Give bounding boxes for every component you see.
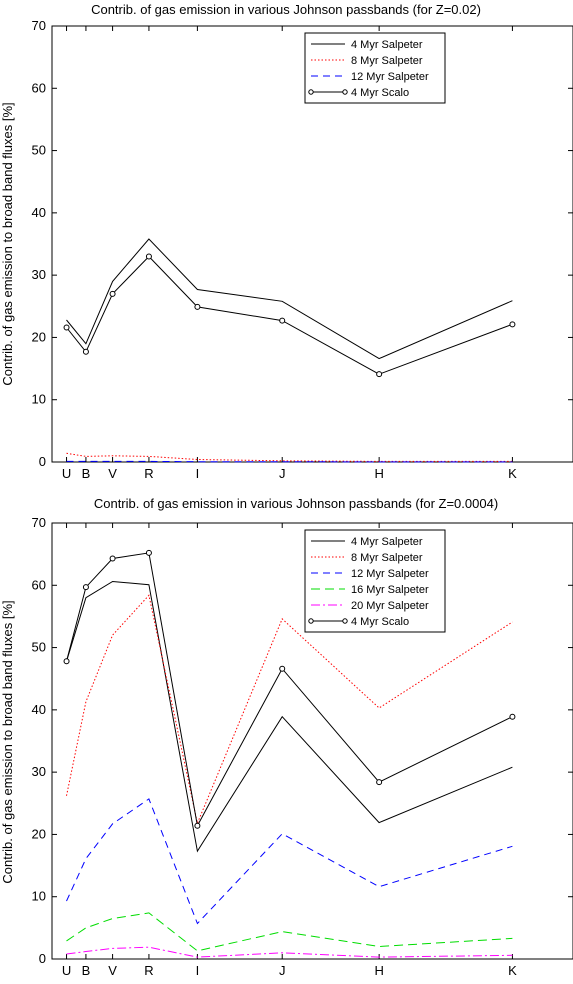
y-tick-label: 0	[39, 951, 46, 966]
x-tick-label-b: B	[82, 466, 91, 481]
chart-bottom-z00004: Contrib. of gas emission in various John…	[0, 496, 573, 978]
series-line-20-myr-salpeter	[66, 946, 513, 958]
x-tick-label-j: J	[279, 466, 286, 481]
legend: 4 Myr Salpeter 8 Myr Salpeter 12 Myr Salpe…	[304, 32, 446, 104]
legend-box	[304, 32, 446, 104]
y-tick-label: 70	[32, 515, 46, 530]
series-point-4-myr-scalo	[279, 665, 286, 672]
legend-label-4-myr-salpeter: 4 Myr Salpeter	[351, 39, 423, 51]
legend-label-4-myr-scalo: 4 Myr Scalo	[351, 87, 409, 99]
legend-marker	[308, 89, 314, 95]
x-tick-label-k: K	[508, 466, 517, 481]
series-point-4-myr-scalo	[376, 779, 383, 786]
x-tick-label-u: U	[62, 963, 71, 978]
series-point-4-myr-scalo	[109, 555, 116, 562]
x-tick-label-r: R	[144, 466, 153, 481]
y-tick-label: 50	[32, 143, 46, 158]
y-axis-label: Contrib. of gas emission to broad band f…	[0, 600, 15, 883]
series-line-4-myr-salpeter	[66, 238, 513, 360]
series-line-12-myr-salpeter	[66, 798, 513, 925]
x-tick-label-v: V	[108, 963, 117, 978]
y-tick-label: 60	[32, 577, 46, 592]
legend-label-4-myr-salpeter: 4 Myr Salpeter	[351, 536, 423, 548]
x-tick-label-b: B	[82, 963, 91, 978]
series-point-4-myr-scalo	[509, 321, 516, 328]
legend-label-12-myr-salpeter: 12 Myr Salpeter	[351, 71, 429, 83]
series-point-4-myr-scalo	[194, 303, 201, 310]
series-point-4-myr-scalo	[509, 713, 516, 720]
legend-marker	[342, 618, 348, 624]
series-point-4-myr-scalo	[376, 371, 383, 378]
series-point-4-myr-scalo	[194, 822, 201, 829]
y-tick-label: 40	[32, 205, 46, 220]
y-tick-label: 50	[32, 640, 46, 655]
y-tick-label: 30	[32, 764, 46, 779]
series-line-8-myr-salpeter	[66, 452, 513, 462]
y-tick-label: 0	[39, 454, 46, 469]
x-tick-label-h: H	[374, 466, 383, 481]
axis-ticks: 0 10 20 30 40 50 60 70 U B V R I J H K	[32, 515, 573, 978]
legend-marker	[342, 89, 348, 95]
chart-title: Contrib. of gas emission in various John…	[91, 2, 481, 17]
legend-marker	[308, 618, 314, 624]
y-tick-label: 10	[32, 889, 46, 904]
series-point-4-myr-scalo	[63, 658, 70, 665]
series-line-16-myr-salpeter	[66, 912, 513, 952]
legend-label-20-myr-salpeter: 20 Myr Salpeter	[351, 600, 429, 612]
series-layer	[63, 238, 516, 463]
legend-label-4-myr-scalo: 4 Myr Scalo	[351, 616, 409, 628]
x-tick-label-u: U	[62, 466, 71, 481]
series-point-4-myr-scalo	[82, 584, 89, 591]
series-point-4-myr-scalo	[63, 324, 70, 331]
y-tick-label: 20	[32, 329, 46, 344]
y-tick-label: 30	[32, 267, 46, 282]
x-tick-label-v: V	[108, 466, 117, 481]
series-point-4-myr-scalo	[109, 290, 116, 297]
legend-label-16-myr-salpeter: 16 Myr Salpeter	[351, 584, 429, 596]
series-line-8-myr-salpeter	[66, 594, 513, 825]
series-point-4-myr-scalo	[279, 317, 286, 324]
legend-label-8-myr-salpeter: 8 Myr Salpeter	[351, 552, 423, 564]
x-tick-label-r: R	[144, 963, 153, 978]
x-tick-label-h: H	[374, 963, 383, 978]
legend-label-12-myr-salpeter: 12 Myr Salpeter	[351, 568, 429, 580]
series-line-4-myr-scalo	[66, 552, 513, 828]
y-tick-label: 60	[32, 80, 46, 95]
series-line-4-myr-scalo	[66, 255, 513, 375]
x-tick-label-j: J	[279, 963, 286, 978]
series-point-4-myr-scalo	[145, 549, 152, 556]
chart-top-z002: Contrib. of gas emission in various John…	[0, 2, 573, 481]
x-tick-label-i: I	[196, 963, 200, 978]
chart-title: Contrib. of gas emission in various John…	[94, 496, 498, 511]
y-tick-label: 70	[32, 18, 46, 33]
legend: 4 Myr Salpeter 8 Myr Salpeter 12 Myr Salpe…	[304, 529, 446, 633]
legend-label-8-myr-salpeter: 8 Myr Salpeter	[351, 55, 423, 67]
series-layer	[63, 549, 516, 958]
series-line-4-myr-salpeter	[66, 580, 513, 853]
x-tick-label-i: I	[196, 466, 200, 481]
plot-frame	[51, 522, 573, 960]
series-point-4-myr-scalo	[145, 253, 152, 260]
legend-box	[304, 529, 446, 633]
y-axis-label: Contrib. of gas emission to broad band f…	[0, 102, 15, 385]
y-tick-label: 20	[32, 826, 46, 841]
axis-ticks: 0 10 20 30 40 50 60 70 U B V R I J H K	[32, 18, 573, 481]
series-point-4-myr-scalo	[82, 348, 89, 355]
y-tick-label: 40	[32, 702, 46, 717]
y-tick-label: 10	[32, 392, 46, 407]
x-tick-label-k: K	[508, 963, 517, 978]
